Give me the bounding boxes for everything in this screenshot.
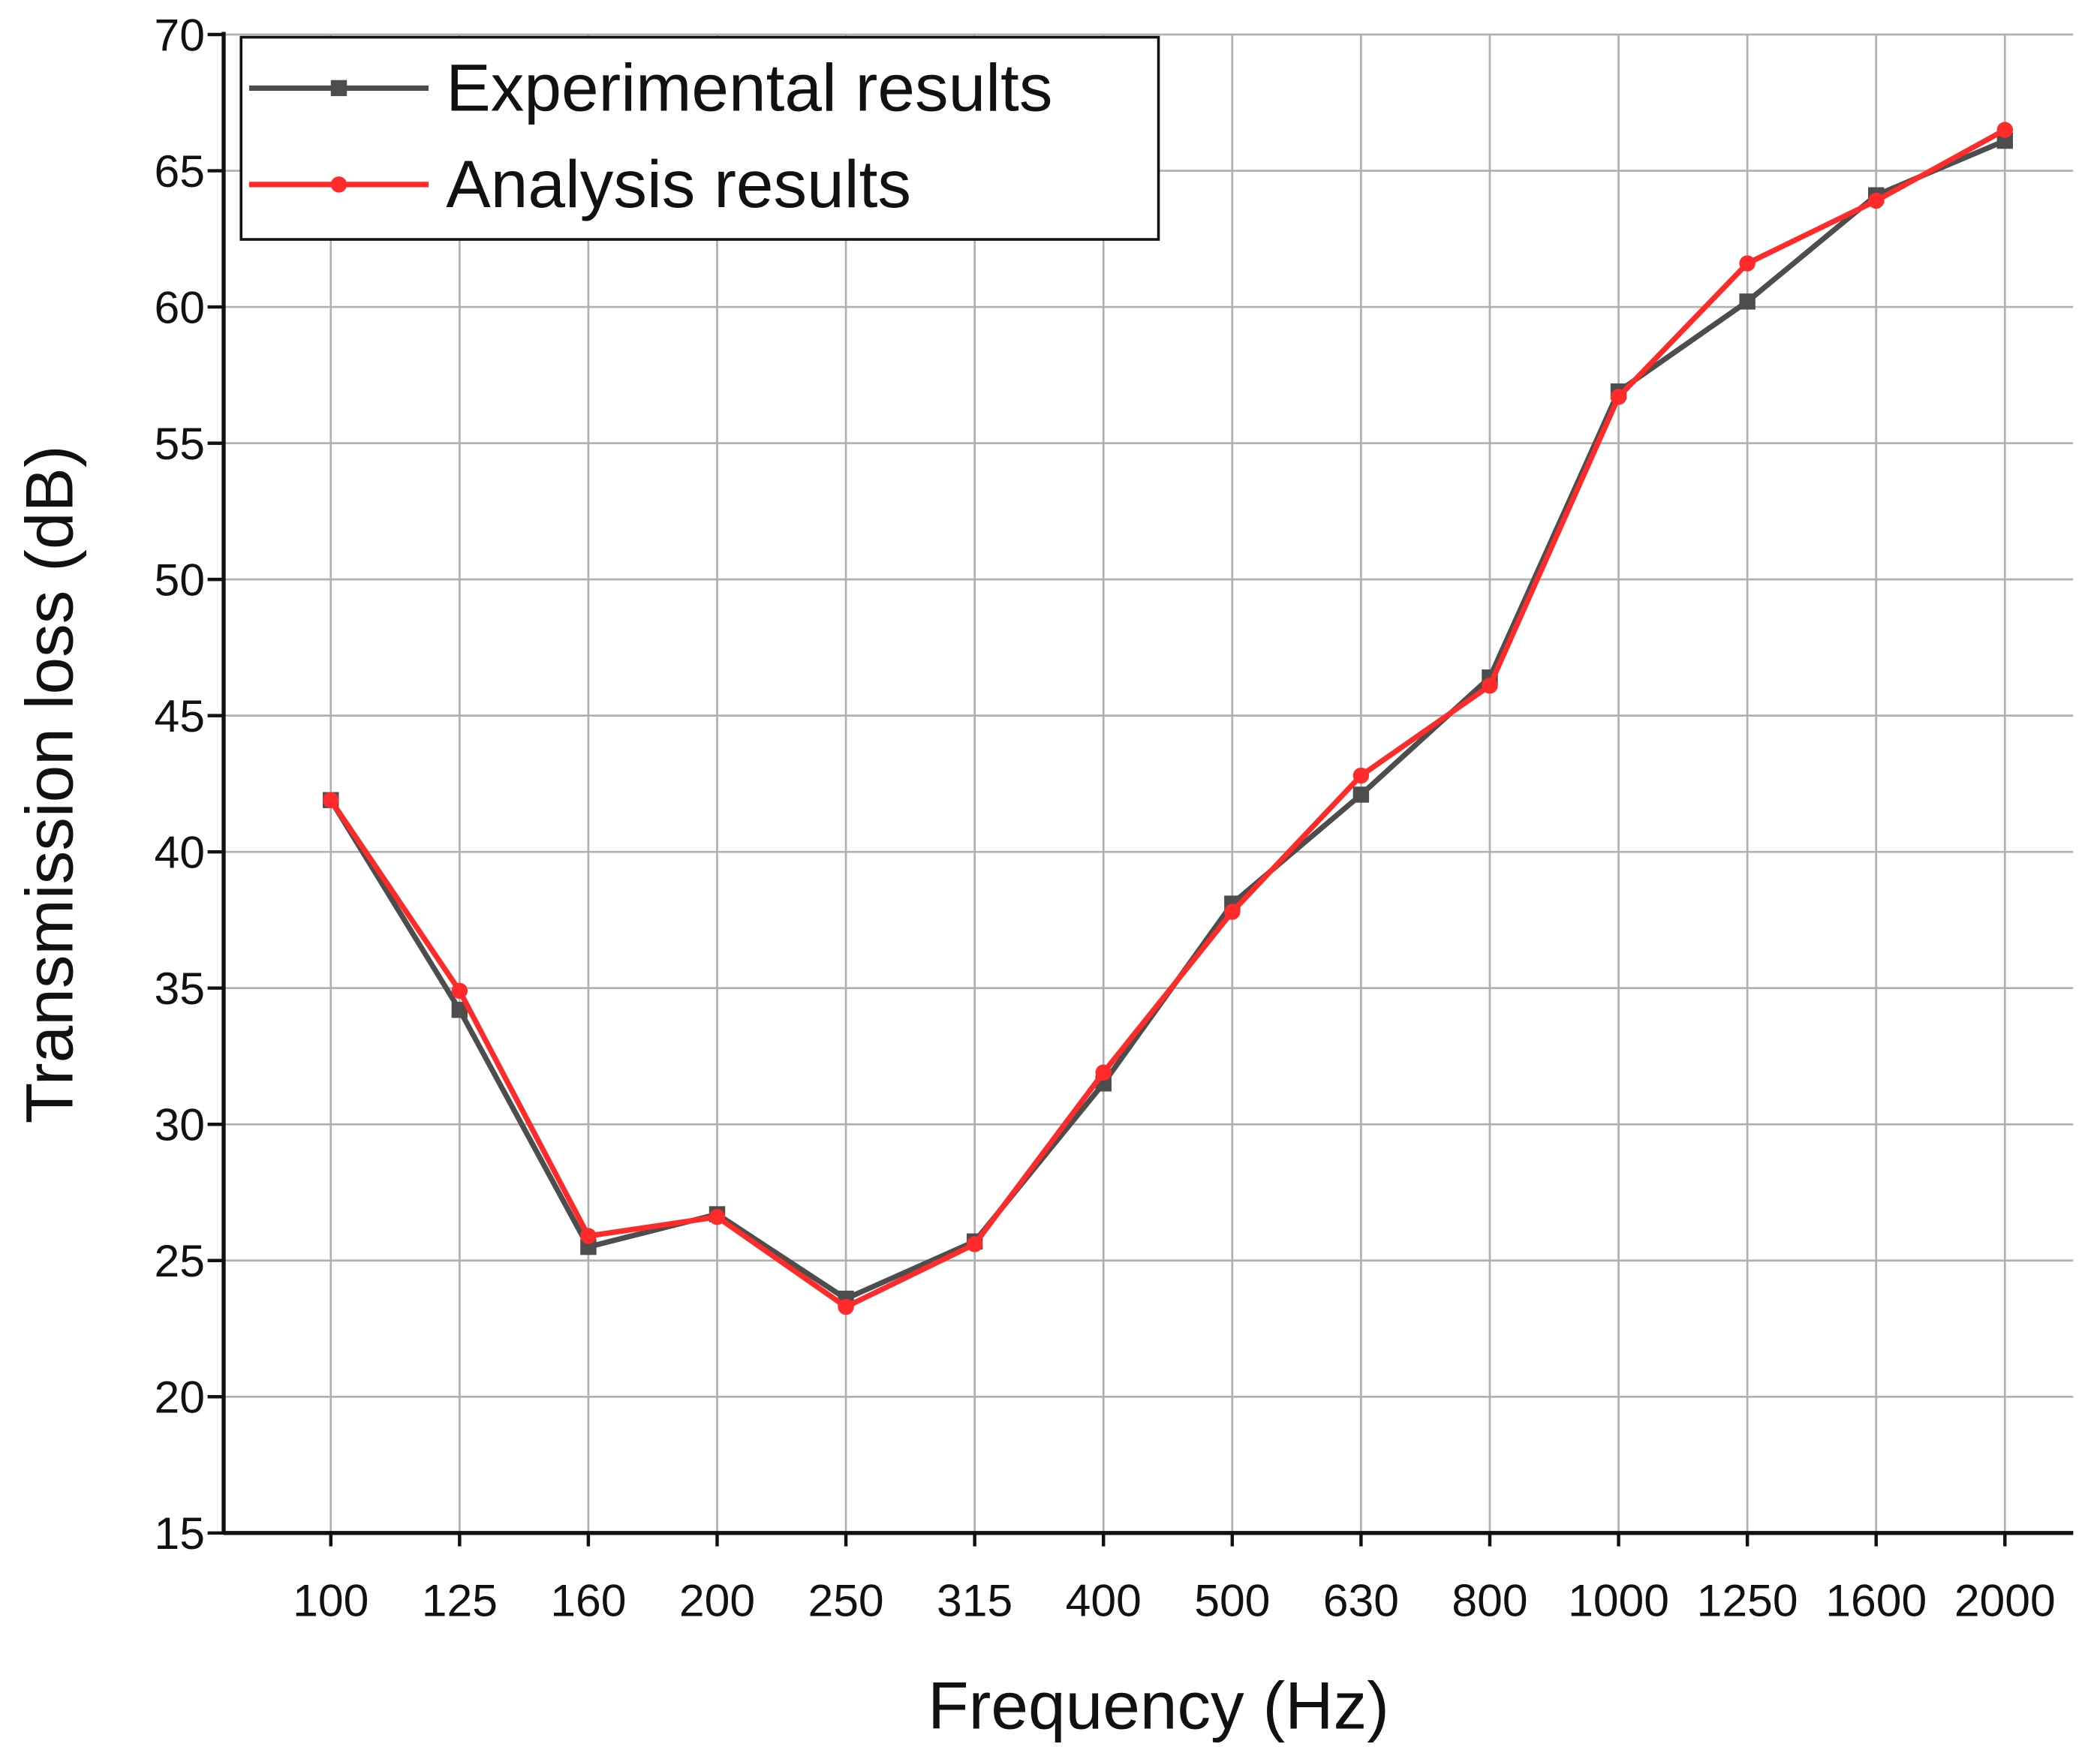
data-point bbox=[838, 1298, 854, 1315]
y-tick-label: 65 bbox=[155, 146, 205, 197]
x-tick-label: 1000 bbox=[1568, 1574, 1669, 1625]
x-tick-label: 100 bbox=[293, 1574, 369, 1625]
x-tick-label: 125 bbox=[422, 1574, 498, 1625]
data-point bbox=[1996, 122, 2014, 138]
x-tick-label: 2000 bbox=[1954, 1574, 2056, 1625]
data-point bbox=[1095, 1064, 1112, 1081]
legend-box bbox=[239, 35, 1160, 241]
y-axis-title: Transmission loss (dB) bbox=[11, 445, 86, 1123]
data-point bbox=[451, 982, 468, 1000]
y-tick-label: 15 bbox=[155, 1508, 205, 1559]
y-tick-label: 40 bbox=[155, 827, 205, 878]
legend: Experimental results Analysis results bbox=[239, 35, 1160, 241]
data-point bbox=[1739, 293, 1756, 310]
x-tick-label: 500 bbox=[1194, 1574, 1270, 1625]
y-tick-label: 55 bbox=[155, 418, 205, 469]
y-tick-label: 45 bbox=[155, 690, 205, 741]
data-point bbox=[1352, 786, 1370, 803]
x-tick-label: 200 bbox=[679, 1574, 755, 1625]
legend-marker bbox=[330, 176, 347, 193]
data-point bbox=[451, 1002, 468, 1018]
legend-label: Analysis results bbox=[446, 146, 911, 221]
x-tick-label: 630 bbox=[1323, 1574, 1399, 1625]
y-tick-label: 35 bbox=[155, 963, 205, 1014]
data-point bbox=[1352, 767, 1370, 784]
legend-marker bbox=[330, 80, 347, 97]
data-point bbox=[323, 792, 339, 808]
series-line bbox=[328, 127, 2007, 1310]
x-axis-title: Frequency (Hz) bbox=[928, 1667, 1389, 1742]
y-tick-label: 50 bbox=[155, 555, 205, 606]
data-point bbox=[1610, 389, 1627, 405]
data-point bbox=[580, 1228, 597, 1244]
y-tick-label: 20 bbox=[155, 1372, 205, 1423]
x-tick-label: 250 bbox=[808, 1574, 883, 1625]
y-tick-label: 60 bbox=[155, 281, 205, 332]
y-tick-label: 30 bbox=[155, 1099, 205, 1150]
legend-label: Experimental results bbox=[446, 50, 1052, 125]
data-point bbox=[1739, 255, 1756, 272]
x-tick-label: 1250 bbox=[1697, 1574, 1798, 1625]
y-tick-label: 70 bbox=[155, 9, 205, 60]
x-tick-label: 315 bbox=[937, 1574, 1012, 1625]
x-tick-label: 1600 bbox=[1825, 1574, 1927, 1625]
x-tick-label: 800 bbox=[1452, 1574, 1527, 1625]
data-point bbox=[1224, 904, 1241, 920]
data-point bbox=[709, 1208, 726, 1225]
x-tick-label: 400 bbox=[1066, 1574, 1142, 1625]
data-point bbox=[966, 1236, 983, 1252]
data-point bbox=[1868, 192, 1885, 209]
x-tick-label: 160 bbox=[550, 1574, 626, 1625]
y-tick-label: 25 bbox=[155, 1235, 205, 1286]
data-point bbox=[1482, 678, 1498, 694]
